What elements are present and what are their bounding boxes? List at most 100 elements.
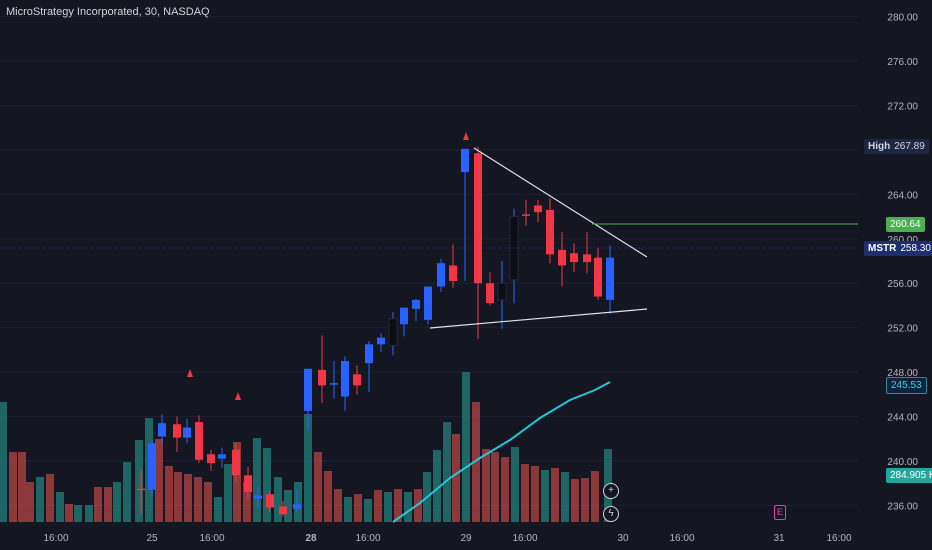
candle-body bbox=[232, 449, 240, 476]
volume-bar bbox=[443, 422, 451, 522]
candle-body bbox=[522, 214, 530, 216]
volume-bar bbox=[18, 452, 26, 522]
last-price-tag: MSTR 258.30 bbox=[864, 241, 932, 256]
volume-bar bbox=[85, 505, 93, 522]
x-tick-label: 30 bbox=[617, 533, 629, 544]
candle-body bbox=[486, 283, 494, 304]
candle-body bbox=[318, 369, 326, 386]
volume-bar bbox=[404, 492, 412, 522]
volume-bar bbox=[354, 494, 362, 522]
candle-body bbox=[546, 209, 554, 255]
volume-bar bbox=[194, 477, 202, 522]
x-tick-label: 29 bbox=[460, 533, 472, 544]
volume-bar bbox=[472, 402, 480, 522]
x-tick-label: 16:00 bbox=[512, 533, 537, 544]
candle-body bbox=[195, 422, 203, 460]
e-marker-icon[interactable]: E bbox=[774, 505, 786, 520]
last-price-value: 258.30 bbox=[900, 243, 931, 254]
candle-body bbox=[304, 368, 312, 411]
volume-bar bbox=[74, 505, 82, 522]
volume-bar bbox=[511, 447, 519, 522]
candle-body bbox=[400, 307, 408, 325]
volume-bar bbox=[263, 448, 271, 522]
candle-body bbox=[293, 504, 301, 509]
volume-bar bbox=[482, 449, 490, 522]
signal-marker bbox=[235, 392, 241, 400]
volume-bar bbox=[571, 479, 579, 522]
volume-bar bbox=[165, 466, 173, 522]
candle-body bbox=[341, 360, 349, 397]
volume-bar bbox=[433, 450, 441, 522]
volume-bar bbox=[314, 452, 322, 522]
high-label: High bbox=[868, 141, 891, 152]
volume-bar bbox=[155, 439, 163, 522]
x-tick-label: 31 bbox=[773, 533, 785, 544]
lightning-icon[interactable]: ϟ bbox=[603, 506, 619, 522]
candle-body bbox=[412, 299, 420, 309]
volume-bar bbox=[224, 464, 232, 522]
volume-bar bbox=[113, 482, 121, 522]
y-tick-label: 256.00 bbox=[887, 279, 918, 290]
volume-bar bbox=[65, 504, 73, 522]
volume-bar bbox=[36, 477, 44, 522]
volume-bar bbox=[394, 489, 402, 522]
candle-body bbox=[424, 286, 432, 320]
candle-body bbox=[594, 257, 602, 297]
candle-body bbox=[254, 495, 262, 499]
volume-bar bbox=[334, 489, 342, 522]
y-tick-label: 280.00 bbox=[887, 13, 918, 24]
volume-bar bbox=[123, 462, 131, 522]
volume-bar bbox=[46, 474, 54, 522]
descending-trendline bbox=[473, 147, 648, 258]
candle-body bbox=[365, 344, 373, 364]
volume-bar bbox=[374, 490, 382, 522]
symbol-label: MSTR bbox=[868, 243, 897, 254]
volume-bar bbox=[462, 372, 470, 522]
candle-body bbox=[137, 488, 145, 491]
volume-bar bbox=[384, 492, 392, 522]
volume-bar bbox=[304, 414, 312, 522]
y-tick-label: 272.00 bbox=[887, 102, 918, 113]
volume-bar bbox=[94, 487, 102, 522]
signal-marker bbox=[463, 132, 469, 140]
volume-bar bbox=[561, 472, 569, 522]
candle-body-dark bbox=[388, 318, 398, 346]
candle-body bbox=[377, 337, 385, 345]
volume-bar bbox=[274, 477, 282, 522]
x-tick-label: 16:00 bbox=[826, 533, 851, 544]
volume-bar bbox=[294, 482, 302, 522]
volume-bar bbox=[284, 490, 292, 522]
volume-bar bbox=[0, 402, 7, 522]
volume-value-tag: 284.905 K bbox=[886, 468, 932, 483]
y-tick-label: 248.00 bbox=[887, 368, 918, 379]
candle-body bbox=[558, 249, 566, 266]
ma-value-tag: 245.53 bbox=[886, 377, 927, 394]
candle-body bbox=[244, 475, 252, 493]
y-tick-label: 244.00 bbox=[887, 412, 918, 423]
signal-marker bbox=[187, 369, 193, 377]
y-tick-label: 236.00 bbox=[887, 501, 918, 512]
candle-body bbox=[279, 506, 287, 515]
candle-body-dark bbox=[497, 282, 507, 301]
y-tick-label: 252.00 bbox=[887, 324, 918, 335]
x-tick-label: 28 bbox=[305, 533, 317, 544]
volume-bar bbox=[581, 478, 589, 522]
chart-title: MicroStrategy Incorporated, 30, NASDAQ bbox=[6, 6, 210, 18]
volume-bar bbox=[491, 452, 499, 522]
plus-circle-icon[interactable]: + bbox=[603, 483, 619, 499]
volume-bar bbox=[135, 440, 143, 522]
volume-bar bbox=[452, 434, 460, 522]
candle-body bbox=[330, 383, 338, 385]
candle-body bbox=[266, 494, 274, 508]
volume-bar bbox=[521, 464, 529, 522]
volume-bar bbox=[174, 472, 182, 522]
candle-body bbox=[570, 253, 578, 263]
candle-body bbox=[173, 424, 181, 438]
volume-bar bbox=[243, 482, 251, 522]
price-line-tag: 260.64 bbox=[886, 217, 925, 232]
candle-body bbox=[449, 265, 457, 281]
y-tick-label: 264.00 bbox=[887, 190, 918, 201]
candle-body bbox=[183, 427, 191, 438]
volume-bar bbox=[233, 442, 241, 522]
